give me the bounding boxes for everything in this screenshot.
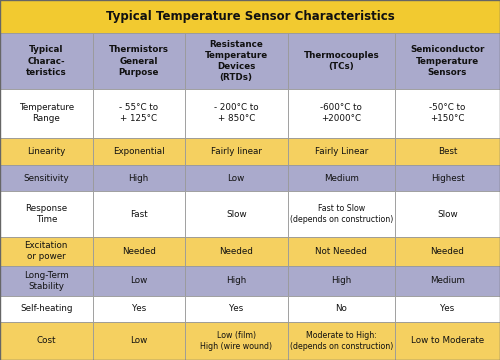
Bar	[185, 192, 288, 237]
Bar	[288, 33, 395, 89]
Text: Temperature
Range: Temperature Range	[18, 103, 74, 123]
Text: Medium: Medium	[430, 276, 465, 285]
Text: Sensitivity: Sensitivity	[24, 174, 69, 183]
Bar	[92, 138, 185, 165]
Text: Cost: Cost	[36, 336, 56, 345]
Bar	[0, 266, 92, 296]
Text: - 200°C to
+ 850°C: - 200°C to + 850°C	[214, 103, 258, 123]
Bar	[288, 322, 395, 360]
Text: Low: Low	[228, 174, 245, 183]
Bar	[92, 296, 185, 322]
Text: Slow: Slow	[437, 210, 458, 219]
Text: Typical Temperature Sensor Characteristics: Typical Temperature Sensor Characteristi…	[106, 10, 395, 23]
Text: Long-Term
Stability: Long-Term Stability	[24, 271, 68, 291]
Bar	[0, 89, 92, 138]
Text: Exponential: Exponential	[113, 147, 164, 156]
Bar	[92, 33, 185, 89]
Bar	[288, 237, 395, 266]
Text: Needed: Needed	[220, 247, 253, 256]
Bar	[0, 296, 92, 322]
Text: Fast to Slow
(depends on construction): Fast to Slow (depends on construction)	[290, 204, 393, 224]
Text: Semiconductor
Temperature
Sensors: Semiconductor Temperature Sensors	[410, 45, 484, 77]
Bar	[0, 165, 92, 192]
Bar	[0, 33, 92, 89]
Text: Low: Low	[130, 276, 148, 285]
Bar	[0, 322, 92, 360]
Bar	[288, 89, 395, 138]
Bar	[395, 266, 500, 296]
Bar	[92, 266, 185, 296]
Text: Low: Low	[130, 336, 148, 345]
Bar	[185, 296, 288, 322]
Bar	[0, 0, 500, 33]
Bar	[185, 322, 288, 360]
Text: Fairly Linear: Fairly Linear	[314, 147, 368, 156]
Bar	[395, 33, 500, 89]
Text: Best: Best	[438, 147, 457, 156]
Bar	[288, 192, 395, 237]
Bar	[395, 322, 500, 360]
Text: Excitation
or power: Excitation or power	[24, 241, 68, 261]
Bar	[288, 165, 395, 192]
Text: - 55°C to
+ 125°C: - 55°C to + 125°C	[119, 103, 158, 123]
Text: Highest: Highest	[430, 174, 464, 183]
Text: Yes: Yes	[132, 304, 146, 313]
Text: -50°C to
+150°C: -50°C to +150°C	[430, 103, 466, 123]
Text: Low to Moderate: Low to Moderate	[411, 336, 484, 345]
Text: Yes: Yes	[229, 304, 244, 313]
Text: Not Needed: Not Needed	[316, 247, 367, 256]
Bar	[185, 33, 288, 89]
Text: Thermocouples
(TCs): Thermocouples (TCs)	[304, 51, 379, 71]
Text: Medium: Medium	[324, 174, 358, 183]
Bar	[185, 237, 288, 266]
Bar	[288, 138, 395, 165]
Text: Moderate to High:
(depends on construction): Moderate to High: (depends on constructi…	[290, 331, 393, 351]
Bar	[395, 89, 500, 138]
Text: Low (film)
High (wire wound): Low (film) High (wire wound)	[200, 331, 272, 351]
Text: Resistance
Temperature
Devices
(RTDs): Resistance Temperature Devices (RTDs)	[204, 40, 268, 82]
Text: Thermistors
General
Purpose: Thermistors General Purpose	[108, 45, 168, 77]
Bar	[185, 165, 288, 192]
Bar	[395, 165, 500, 192]
Text: Fast: Fast	[130, 210, 148, 219]
Text: -600°C to
+2000°C: -600°C to +2000°C	[320, 103, 362, 123]
Bar	[92, 237, 185, 266]
Bar	[92, 322, 185, 360]
Bar	[395, 296, 500, 322]
Text: Linearity: Linearity	[27, 147, 66, 156]
Bar	[0, 237, 92, 266]
Text: Fairly linear: Fairly linear	[211, 147, 262, 156]
Bar	[92, 89, 185, 138]
Text: Needed: Needed	[430, 247, 464, 256]
Bar	[92, 192, 185, 237]
Text: Self-heating: Self-heating	[20, 304, 72, 313]
Text: High: High	[331, 276, 351, 285]
Bar	[185, 138, 288, 165]
Bar	[288, 266, 395, 296]
Text: Needed: Needed	[122, 247, 156, 256]
Bar	[288, 296, 395, 322]
Text: Slow: Slow	[226, 210, 246, 219]
Text: Typical
Charac-
teristics: Typical Charac- teristics	[26, 45, 66, 77]
Bar	[395, 138, 500, 165]
Bar	[395, 192, 500, 237]
Bar	[185, 266, 288, 296]
Text: High: High	[226, 276, 246, 285]
Text: Yes: Yes	[440, 304, 454, 313]
Text: No: No	[336, 304, 347, 313]
Bar	[0, 192, 92, 237]
Bar	[92, 165, 185, 192]
Bar	[0, 138, 92, 165]
Text: Response
Time: Response Time	[25, 204, 68, 224]
Bar	[395, 237, 500, 266]
Text: High: High	[128, 174, 149, 183]
Bar	[185, 89, 288, 138]
